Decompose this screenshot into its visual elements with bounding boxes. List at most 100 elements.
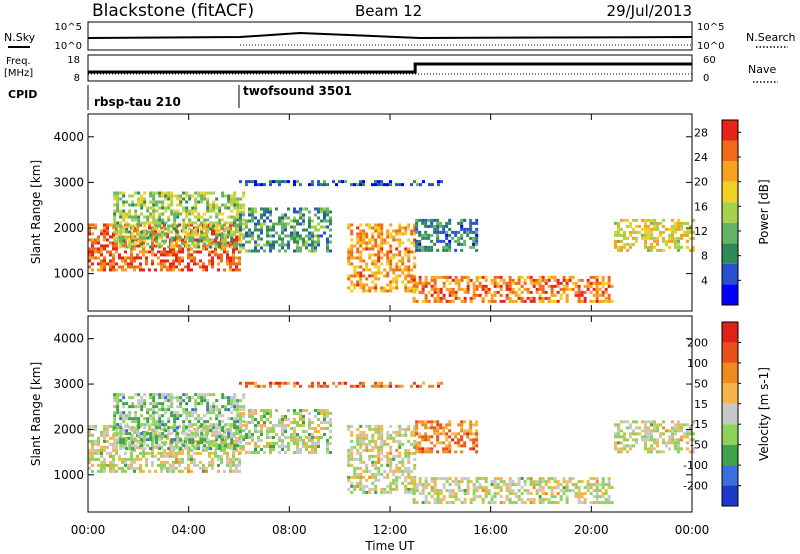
echo-cell <box>413 442 417 446</box>
echo-cell <box>377 256 381 260</box>
echo-cell <box>97 463 100 467</box>
echo-cell <box>424 296 428 300</box>
echo-cell <box>188 447 192 451</box>
echo-cell <box>215 432 219 436</box>
echo-cell <box>586 480 590 484</box>
echo-cell <box>187 265 190 269</box>
echo-cell <box>97 469 100 473</box>
echo-cell <box>167 227 171 231</box>
echo-cell <box>302 222 305 226</box>
echo-cell <box>610 299 614 303</box>
echo-cell <box>254 430 257 434</box>
echo-cell <box>469 501 473 505</box>
echo-cell <box>392 271 396 275</box>
echo-cell <box>179 414 183 418</box>
echo-cell <box>436 287 440 291</box>
echo-cell <box>374 472 378 476</box>
echo-cell <box>131 396 135 400</box>
echo-cell <box>212 206 216 210</box>
echo-cell <box>460 450 464 454</box>
echo-cell <box>433 290 437 294</box>
echo-cell <box>131 203 135 207</box>
echo-cell <box>236 432 240 436</box>
echo-cell <box>415 501 419 505</box>
echo-cell <box>281 213 284 217</box>
echo-cell <box>377 268 381 272</box>
echo-cell <box>233 194 237 198</box>
echo-cell <box>296 448 299 452</box>
echo-cell <box>514 495 518 499</box>
echo-cell <box>139 466 142 470</box>
echo-cell <box>134 212 138 216</box>
echo-cell <box>118 256 121 260</box>
echo-cell <box>398 274 402 278</box>
echo-cell <box>226 460 229 464</box>
echo-cell <box>169 262 172 266</box>
echo-cell <box>445 236 449 240</box>
echo-cell <box>454 248 458 252</box>
echo-cell <box>386 384 389 388</box>
echo-cell <box>574 495 578 499</box>
echo-cell <box>134 242 138 246</box>
echo-cell <box>520 296 524 300</box>
echo-cell <box>290 231 293 235</box>
echo-cell <box>227 233 231 237</box>
echo-cell <box>205 223 208 227</box>
echo-cell <box>125 402 129 406</box>
echo-cell <box>91 445 94 449</box>
echo-cell <box>532 278 536 282</box>
echo-cell <box>281 430 284 434</box>
echo-cell <box>235 256 238 260</box>
echo-cell <box>538 501 542 505</box>
echo-cell <box>248 180 251 184</box>
echo-cell <box>472 483 476 487</box>
echo-cell <box>206 447 210 451</box>
echo-cell <box>424 495 428 499</box>
echo-cell <box>212 402 216 406</box>
echo-cell <box>145 463 148 467</box>
echo-cell <box>377 247 381 251</box>
echo-cell <box>164 408 168 412</box>
echo-cell <box>347 424 351 428</box>
echo-cell <box>436 477 440 481</box>
echo-cell <box>173 426 177 430</box>
echo-cell <box>269 430 272 434</box>
echo-cell <box>389 265 393 269</box>
echo-cell <box>478 483 482 487</box>
echo-cell <box>472 242 476 246</box>
echo-cell <box>622 218 626 222</box>
echo-cell <box>188 420 192 424</box>
echo-cell <box>311 433 314 437</box>
echo-cell <box>299 210 302 214</box>
echo-cell <box>649 242 653 246</box>
echo-cell <box>260 213 263 217</box>
echo-cell <box>112 445 115 449</box>
echo-cell <box>191 221 195 225</box>
echo-cell <box>215 399 219 403</box>
echo-cell <box>454 450 458 454</box>
echo-cell <box>209 221 213 225</box>
echo-cell <box>454 296 458 300</box>
echo-cell <box>122 420 126 424</box>
echo-cell <box>236 426 240 430</box>
echo-cell <box>529 477 533 481</box>
echo-cell <box>359 475 363 479</box>
echo-cell <box>460 420 464 424</box>
echo-cell <box>398 430 402 434</box>
echo-cell <box>131 444 135 448</box>
echo-cell <box>389 381 392 385</box>
echo-cell <box>185 236 189 240</box>
echo-cell <box>197 239 201 243</box>
echo-cell <box>401 280 405 284</box>
echo-cell <box>404 268 408 272</box>
echo-cell <box>293 381 296 385</box>
echo-cell <box>299 436 302 440</box>
echo-cell <box>676 420 680 424</box>
echo-cell <box>281 448 284 452</box>
echo-cell <box>106 229 109 233</box>
echo-cell <box>142 241 145 245</box>
echo-cell <box>427 236 431 240</box>
echo-cell <box>631 420 635 424</box>
echo-cell <box>119 441 123 445</box>
echo-cell <box>242 227 246 231</box>
